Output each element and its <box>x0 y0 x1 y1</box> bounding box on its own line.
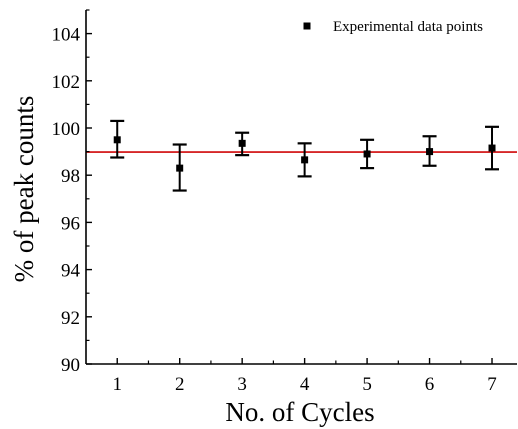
y-tick-label: 104 <box>52 25 81 46</box>
data-point <box>238 139 246 147</box>
y-tick-label: 102 <box>52 72 81 93</box>
x-tick-label: 2 <box>175 374 185 395</box>
data-point <box>176 164 184 172</box>
data-point <box>113 136 121 144</box>
y-tick-label: 92 <box>61 308 80 329</box>
y-axis-title: % of peak counts <box>9 96 39 283</box>
data-point <box>488 144 496 152</box>
y-tick-label: 98 <box>61 166 80 187</box>
data-point <box>301 156 309 164</box>
legend: Experimental data points <box>303 19 483 35</box>
x-tick-label: 3 <box>237 374 247 395</box>
x-axis-title: No. of Cycles <box>225 397 374 427</box>
x-tick-label: 5 <box>362 374 372 395</box>
axes <box>85 10 517 365</box>
legend-label: Experimental data points <box>333 19 483 35</box>
y-tick-label: 94 <box>61 261 81 282</box>
x-tick-label: 6 <box>425 374 435 395</box>
x-tick-label: 1 <box>112 374 122 395</box>
x-tick-label: 4 <box>300 374 310 395</box>
x-tick-label: 7 <box>487 374 497 395</box>
y-tick-label: 100 <box>52 119 81 140</box>
data-point <box>363 150 371 158</box>
data-layer <box>110 119 500 192</box>
y-tick-label: 96 <box>61 213 80 234</box>
ticks: 90 92 94 96 98 100 102 104 1 2 3 4 5 6 7 <box>52 9 497 395</box>
legend-marker <box>303 22 311 30</box>
data-point <box>426 148 434 156</box>
y-tick-label: 90 <box>61 355 80 376</box>
